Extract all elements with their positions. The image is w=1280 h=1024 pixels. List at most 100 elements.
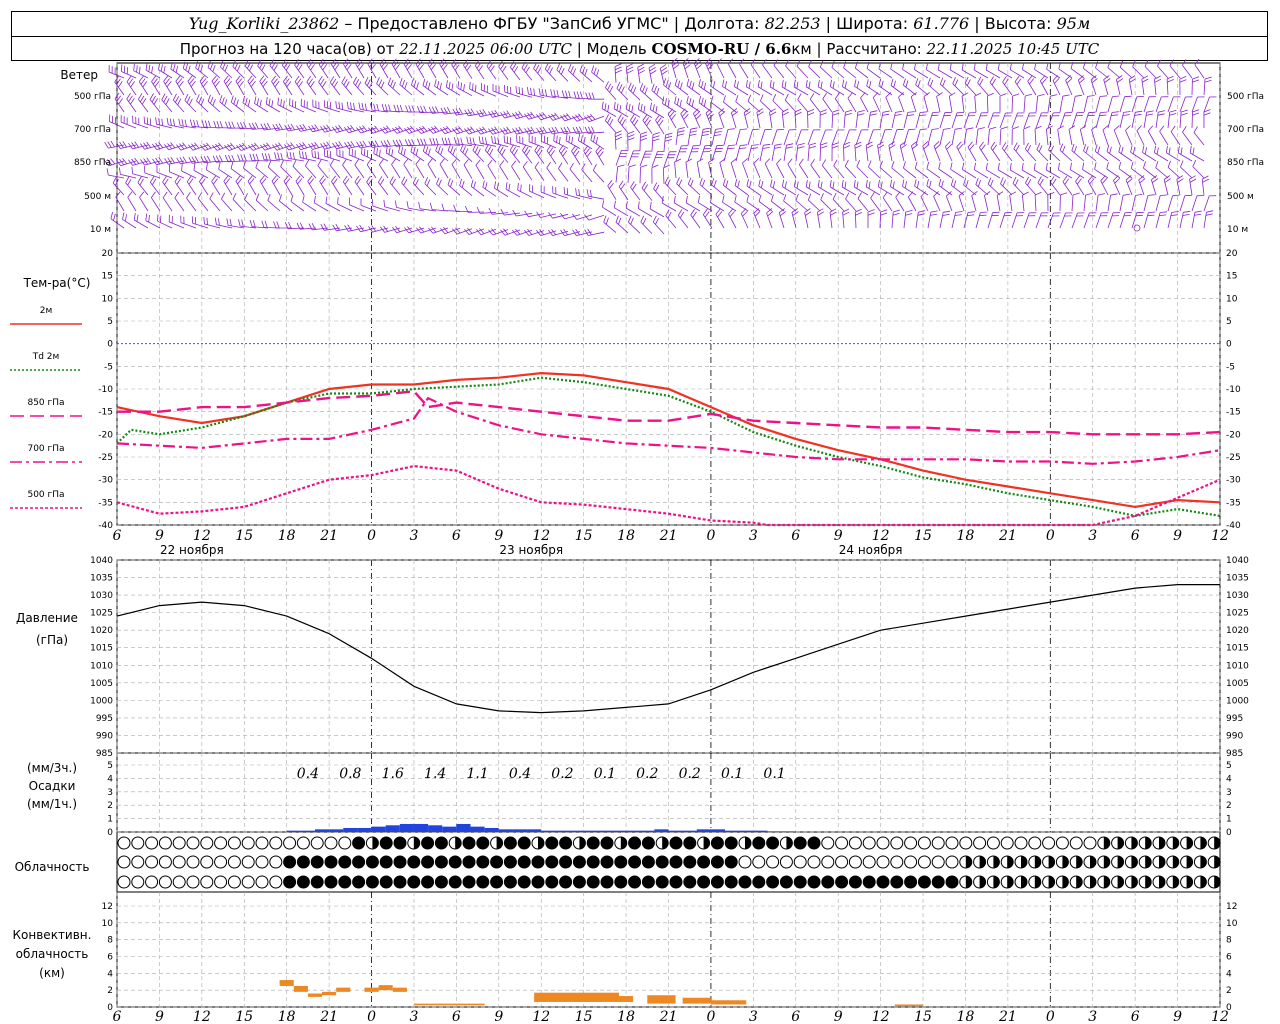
temp-ytick-right: 0 [1226, 340, 1232, 350]
wind-barb [512, 111, 533, 120]
wind-barb [662, 96, 677, 113]
wind-barb [625, 102, 641, 118]
wind-level-label-right: 700 гПа [1227, 125, 1264, 135]
wind-barb [463, 59, 473, 79]
wind-barb [687, 145, 701, 162]
wind-barb [888, 141, 896, 162]
day-label: 24 ноября [839, 543, 903, 557]
cloud-cover-symbol [365, 855, 379, 869]
wind-barb [927, 111, 940, 129]
xtick-bottom: 12 [1211, 1009, 1229, 1024]
precip-bar [555, 830, 570, 832]
wind-barb [404, 138, 425, 147]
precip-bar [583, 830, 598, 832]
wind-barb [1094, 144, 1109, 162]
wind-barb [242, 95, 257, 113]
wind-barb [488, 228, 509, 236]
xtick-bottom: 6 [1131, 1009, 1140, 1024]
wind-barb [772, 94, 785, 113]
wind-barb [157, 214, 173, 229]
wind-barb [318, 75, 329, 96]
wind-barb [592, 163, 605, 183]
wind-barb [168, 214, 185, 229]
wind-barb [687, 127, 698, 146]
wind-barb [1154, 145, 1169, 162]
wind-barb [693, 58, 702, 79]
cloud-cover-symbol [545, 855, 559, 869]
wind-barb [760, 94, 773, 113]
temp-ytick-right: 20 [1226, 249, 1238, 259]
wind-level-label-left: 500 гПа [74, 92, 111, 102]
wind-barb [879, 129, 893, 146]
wind-barb [279, 194, 293, 212]
cloud-cover-symbol [793, 855, 807, 869]
wind-barb [1013, 142, 1025, 162]
wind-barb [939, 77, 953, 96]
temp-ytick-left: -20 [98, 430, 113, 440]
wind-barb [984, 191, 991, 212]
wind-barb [664, 176, 677, 196]
wind-barb [687, 177, 701, 196]
wind-barb [758, 194, 773, 212]
wind-barb [1036, 142, 1049, 162]
wind-barb [902, 179, 917, 196]
wind-barb [152, 157, 173, 166]
wind-barb [1071, 212, 1085, 229]
cloud-cover-partial [1034, 876, 1041, 888]
wind-barb [332, 223, 353, 232]
temp-ytick-left: -30 [98, 476, 113, 486]
wind-barb [353, 76, 365, 96]
precip-bar [626, 830, 641, 832]
wind-barb [1047, 212, 1061, 229]
wind-barb [603, 215, 617, 233]
wind-barb [951, 211, 963, 229]
wind-barb [579, 64, 593, 83]
wind-barb [509, 144, 521, 164]
wind-barb [1155, 96, 1169, 113]
wind-barb [615, 215, 629, 234]
station-name: Yug_Korliki_23862 [188, 14, 340, 33]
cloud-cover-partial [703, 837, 710, 849]
cloud-cover-symbol [227, 855, 241, 869]
wind-barb [392, 139, 413, 147]
conv-ytick-right: 6 [1226, 953, 1232, 963]
wind-barb [476, 228, 497, 236]
wind-barb [280, 160, 293, 179]
wind-barb [143, 116, 161, 129]
wind-barb [1071, 112, 1084, 129]
wind-barb [200, 155, 221, 164]
press-ytick-right: 1040 [1226, 556, 1249, 566]
panel-frame-precip [116, 752, 1221, 833]
wind-barb [277, 97, 293, 113]
wind-barb [1034, 62, 1049, 79]
wind-level-label-left: 500 м [84, 192, 111, 202]
wind-barb [121, 64, 137, 79]
precip-bar [470, 826, 485, 832]
press-ytick-left: 1010 [90, 661, 113, 671]
wind-barb [1065, 75, 1073, 96]
wind-barb [112, 176, 125, 196]
wind-barb [480, 82, 497, 97]
temp-ytick-right: -10 [1226, 385, 1241, 395]
wind-barb [842, 208, 850, 229]
xtick-temp: 21 [659, 528, 678, 544]
wind-barb [440, 107, 461, 115]
wind-barb [985, 63, 1001, 79]
wind-barb [1082, 61, 1097, 79]
wind-barb [140, 141, 161, 150]
wind-barb [219, 95, 233, 113]
wind-barb [578, 133, 593, 150]
wind-barb [591, 65, 605, 83]
convective-bar [293, 985, 308, 992]
temp-ytick-right: -40 [1226, 521, 1241, 531]
wind-barb [544, 62, 557, 82]
cloud-cover-symbol [931, 836, 945, 850]
wind-barb [149, 93, 161, 113]
wind-barb [552, 186, 569, 199]
wind-barb [472, 143, 485, 163]
wind-barb [927, 77, 941, 96]
wind-barb [963, 112, 977, 129]
wind-barb [336, 148, 353, 162]
wind-barb [630, 114, 641, 134]
wind-barb [831, 60, 845, 79]
